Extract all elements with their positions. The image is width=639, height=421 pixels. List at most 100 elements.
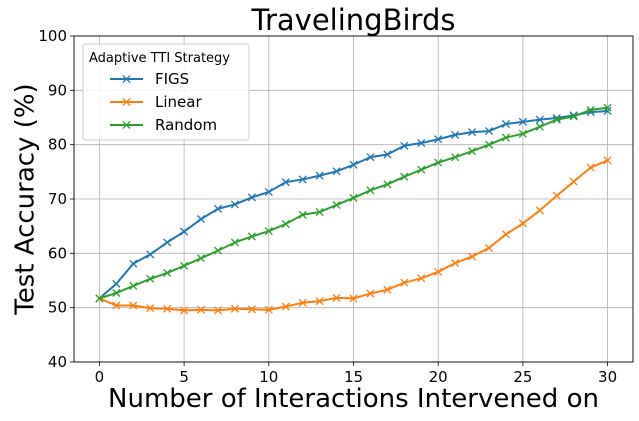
marker-stroke xyxy=(552,115,561,124)
series-random xyxy=(95,103,612,303)
marker-stroke xyxy=(603,106,612,116)
data-point-linear xyxy=(281,302,290,311)
data-point-random xyxy=(434,158,443,167)
data-point-figs xyxy=(247,193,256,202)
legend-label: Linear xyxy=(155,93,202,111)
marker-stroke xyxy=(501,133,511,142)
data-point-random xyxy=(213,246,223,255)
data-point-linear xyxy=(247,305,256,314)
marker-stroke xyxy=(298,175,307,184)
data-point-linear xyxy=(129,301,138,310)
legend-box xyxy=(82,43,250,141)
data-point-random xyxy=(400,172,409,181)
x-tick-label: 5 xyxy=(179,368,189,386)
marker-stroke xyxy=(349,294,358,303)
legend: Adaptive TTI Strategy FIGS Linear Random xyxy=(82,43,250,141)
data-point-figs xyxy=(501,119,511,129)
data-point-figs xyxy=(349,160,358,169)
marker-stroke xyxy=(315,297,324,306)
legend-entry-random: Random xyxy=(110,116,217,134)
legend-swatch-marker xyxy=(122,74,131,84)
y-axis-title: Test Accuracy (%) xyxy=(11,83,41,315)
marker-stroke xyxy=(298,298,307,307)
marker-stroke xyxy=(332,293,341,302)
marker-stroke xyxy=(417,138,426,148)
data-point-figs xyxy=(298,175,307,184)
y-tick-label: 60 xyxy=(48,244,67,262)
data-point-figs xyxy=(264,187,273,196)
legend-title: Adaptive TTI Strategy xyxy=(89,51,230,66)
data-point-random xyxy=(603,103,612,112)
marker-stroke xyxy=(332,200,341,210)
marker-stroke xyxy=(213,306,223,315)
x-tick-label: 20 xyxy=(429,368,448,386)
data-point-random xyxy=(451,153,460,162)
marker-stroke xyxy=(417,165,426,174)
data-point-random xyxy=(129,281,138,290)
data-point-random xyxy=(518,129,527,138)
axis-ticks: 0 5 10 15 20 25 30 40 50 60 70 80 90 100 xyxy=(38,27,617,386)
data-point-random xyxy=(332,200,341,210)
data-point-linear xyxy=(180,306,189,315)
y-tick-label: 100 xyxy=(38,27,67,45)
marker-stroke xyxy=(112,288,121,298)
data-point-figs xyxy=(518,117,527,126)
data-point-random xyxy=(417,165,426,174)
data-point-linear xyxy=(451,259,460,268)
data-point-random xyxy=(501,133,511,142)
marker-stroke xyxy=(518,129,527,138)
marker-stroke xyxy=(451,259,460,268)
data-point-random xyxy=(95,294,104,303)
marker-stroke xyxy=(247,193,256,202)
data-point-linear xyxy=(366,289,375,298)
marker-stroke xyxy=(264,187,273,196)
data-point-linear xyxy=(417,274,426,283)
marker-stroke xyxy=(535,206,544,215)
x-tick-label: 30 xyxy=(598,368,617,386)
data-point-random xyxy=(366,186,375,195)
data-point-linear xyxy=(535,206,544,215)
marker-stroke xyxy=(569,177,578,186)
data-point-linear xyxy=(112,301,121,310)
data-point-figs xyxy=(180,227,189,236)
legend-entries: FIGS Linear Random xyxy=(110,70,217,134)
marker-stroke xyxy=(213,246,223,255)
marker-stroke xyxy=(552,191,561,200)
data-point-figs xyxy=(451,130,460,139)
data-point-linear xyxy=(484,243,494,252)
marker-stroke xyxy=(434,135,443,144)
marker-stroke xyxy=(349,160,358,169)
marker-stroke xyxy=(196,254,206,263)
marker-stroke xyxy=(298,210,307,219)
marker-stroke xyxy=(180,261,189,270)
marker-stroke xyxy=(501,230,511,239)
marker-stroke xyxy=(129,281,138,290)
data-point-random xyxy=(180,261,189,270)
y-tick-label: 50 xyxy=(48,299,67,317)
data-point-figs xyxy=(400,141,409,150)
marker-stroke xyxy=(366,186,375,195)
marker-stroke xyxy=(264,305,273,314)
marker-stroke xyxy=(264,226,273,236)
marker-stroke xyxy=(383,285,392,294)
marker-stroke xyxy=(451,153,460,162)
data-point-figs xyxy=(366,153,375,162)
data-point-figs xyxy=(484,127,494,136)
series-linear xyxy=(95,156,612,315)
data-point-figs xyxy=(417,138,426,148)
y-tick-label: 80 xyxy=(48,136,67,154)
marker-stroke xyxy=(247,232,256,241)
data-point-random xyxy=(586,105,595,114)
marker-stroke xyxy=(586,105,595,114)
marker-stroke xyxy=(383,180,392,189)
marker-stroke xyxy=(518,219,527,228)
marker-stroke xyxy=(484,127,494,136)
marker-stroke xyxy=(400,278,409,287)
marker-stroke xyxy=(213,204,223,213)
data-point-random xyxy=(264,226,273,236)
data-point-linear xyxy=(434,267,443,276)
marker-stroke xyxy=(129,259,138,268)
data-point-figs xyxy=(213,204,223,213)
data-point-linear xyxy=(603,156,612,165)
data-point-linear xyxy=(163,304,172,313)
